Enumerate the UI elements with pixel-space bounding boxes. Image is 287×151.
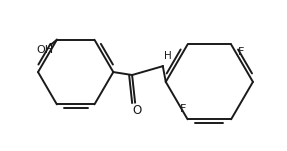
Text: OH: OH	[36, 45, 54, 55]
Text: F: F	[179, 104, 186, 114]
Text: H: H	[164, 51, 172, 61]
Text: O: O	[132, 104, 142, 117]
Text: F: F	[238, 47, 244, 57]
